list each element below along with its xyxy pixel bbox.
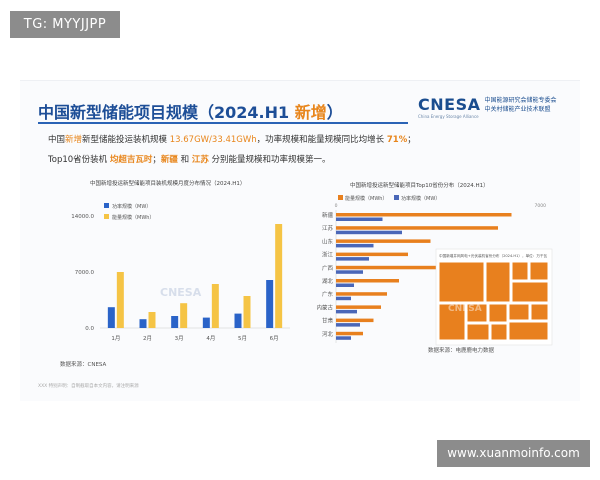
bar-energy [275, 224, 283, 328]
bar-energy [211, 284, 219, 328]
website-watermark-badge: www.xuanmoinfo.com [437, 440, 590, 467]
legend-swatch [394, 195, 399, 200]
y-tick-label: 14000.0 [71, 214, 94, 220]
footnote: XXX 特别声明：自制截取自本文内容，请注明来源 [38, 384, 139, 389]
monthly-bar-chart: 0.0 7000.0 14000.0 1月 2月 3月 4月 5月 6月 功率规模（MW） 能量规模… [71, 203, 290, 342]
treemap-tile [488, 303, 508, 323]
bar-power [336, 217, 383, 221]
treemap-tile [511, 261, 529, 281]
bar-power [139, 319, 147, 328]
treemap-tile [438, 261, 485, 303]
bar-power [336, 296, 351, 301]
bar-power [234, 313, 242, 328]
right-chart-title: 中国新增投运新型储能项目Top10省份分布（2024.H1） [350, 183, 489, 189]
x-tick-label: 1月 [111, 335, 120, 342]
bar-energy [116, 272, 124, 328]
y-tick-label: 浙江 [322, 251, 334, 259]
bar-energy [336, 279, 399, 283]
bar-power [336, 309, 357, 314]
legend-label: 功率规模（MW） [401, 195, 440, 202]
treemap-tile [529, 261, 549, 281]
bar-power [336, 230, 402, 235]
report-slide: 中国新型储能项目规模（2024.H1 新增） CNESA 中国能源研究会储能专委… [20, 80, 580, 401]
x-tick-label: 3月 [175, 335, 184, 342]
bar-energy [336, 252, 408, 257]
y-tick-label: 内蒙古 [316, 303, 333, 311]
source-tag-badge: TG: MYYJJPP [10, 11, 120, 38]
y-tick-label: 0.0 [85, 326, 94, 332]
treemap-tile [490, 323, 508, 341]
logo-subtitle: China Energy Storage Alliance [418, 114, 479, 119]
y-tick-label: 山东 [322, 237, 334, 245]
slide-title: 中国新型储能项目规模（2024.H1 新增） [38, 103, 343, 122]
right-source: 数据来源：电鹿鹿电力数据 [428, 348, 495, 354]
y-tick-label: 新疆 [322, 211, 334, 219]
x-tick-label: 7000 [535, 203, 547, 209]
bar-power [266, 280, 274, 328]
x-tick-label: 6月 [270, 335, 279, 342]
bar-power [171, 316, 179, 328]
treemap-tile [530, 303, 549, 321]
treemap-tile [508, 321, 549, 341]
left-chart-title: 中国新增投运新型储能项目装机规模月度分布情况（2024.H1） [90, 181, 246, 187]
bar-power [107, 307, 115, 328]
title-underline [38, 122, 408, 124]
left-source: 数据来源：CNESA [60, 362, 107, 368]
summary-line-2: Top10省份装机 均超吉瓦时；新疆 和 江苏 分别能量规模和功率规模第一。 [48, 155, 331, 165]
treemap-tile [466, 303, 488, 323]
treemap-tile [511, 281, 549, 303]
legend-swatch [338, 195, 343, 200]
bar-power [336, 243, 374, 248]
cnesa-logo: CNESA 中国能源研究会储能专委会 中关村储能产业技术联盟 [418, 95, 557, 114]
x-tick-label: 5月 [238, 335, 247, 342]
bar-energy [336, 318, 374, 323]
bar-energy [336, 265, 474, 270]
left-watermark: CNESA [160, 286, 202, 299]
bar-energy [336, 305, 381, 309]
bar-energy [336, 239, 431, 243]
inset-watermark: CNESA [448, 304, 482, 314]
x-tick-label: 0 [335, 203, 338, 209]
inset-title: 中国新增并网风电+光伏装机省份分布（2024.H1），单位：万千瓦 [439, 253, 548, 258]
bar-energy [180, 303, 188, 328]
bar-energy [336, 213, 512, 217]
y-tick-label: 7000.0 [75, 270, 95, 276]
bar-energy [336, 331, 363, 336]
inset-treemap-panel: 中国新增并网风电+光伏装机省份分布（2024.H1），单位：万千瓦 CNESA [435, 248, 553, 346]
legend-label: 功率规模（MW） [112, 203, 151, 210]
legend-swatch [104, 214, 109, 219]
bar-power [336, 257, 369, 261]
summary-line-1: 中国新增新型储能投运装机规模 13.67GW/33.41GWh，功率规模和能量规… [48, 135, 416, 145]
x-tick-label: 4月 [206, 335, 215, 342]
y-tick-label: 湖北 [322, 277, 334, 285]
treemap-tile [508, 303, 530, 321]
y-tick-label: 江苏 [322, 224, 334, 232]
bar-energy [336, 292, 387, 296]
bar-power [336, 323, 360, 327]
bar-energy [148, 312, 156, 328]
treemap-tile [485, 261, 511, 303]
bar-power [336, 283, 354, 287]
x-tick-label: 2月 [143, 335, 152, 342]
legend-swatch [104, 203, 109, 208]
bar-power [202, 317, 210, 328]
bar-energy [243, 296, 251, 328]
province-bar-chart: 能量规模（MWh） 功率规模（MW） 0 7000 新疆江苏山东浙江广西湖北广东内蒙古甘… [316, 195, 553, 346]
legend-label: 能量规模（MWh） [112, 214, 154, 221]
bar-power [336, 336, 351, 340]
treemap-tile [438, 303, 466, 341]
y-tick-label: 河北 [322, 330, 334, 338]
bar-power [336, 270, 363, 274]
y-tick-label: 广东 [322, 290, 334, 298]
y-tick-label: 甘肃 [322, 317, 334, 325]
legend-label: 能量规模（MWh） [345, 195, 387, 202]
bar-energy [336, 226, 498, 230]
y-tick-label: 广西 [322, 264, 334, 272]
treemap-tile [466, 323, 490, 341]
